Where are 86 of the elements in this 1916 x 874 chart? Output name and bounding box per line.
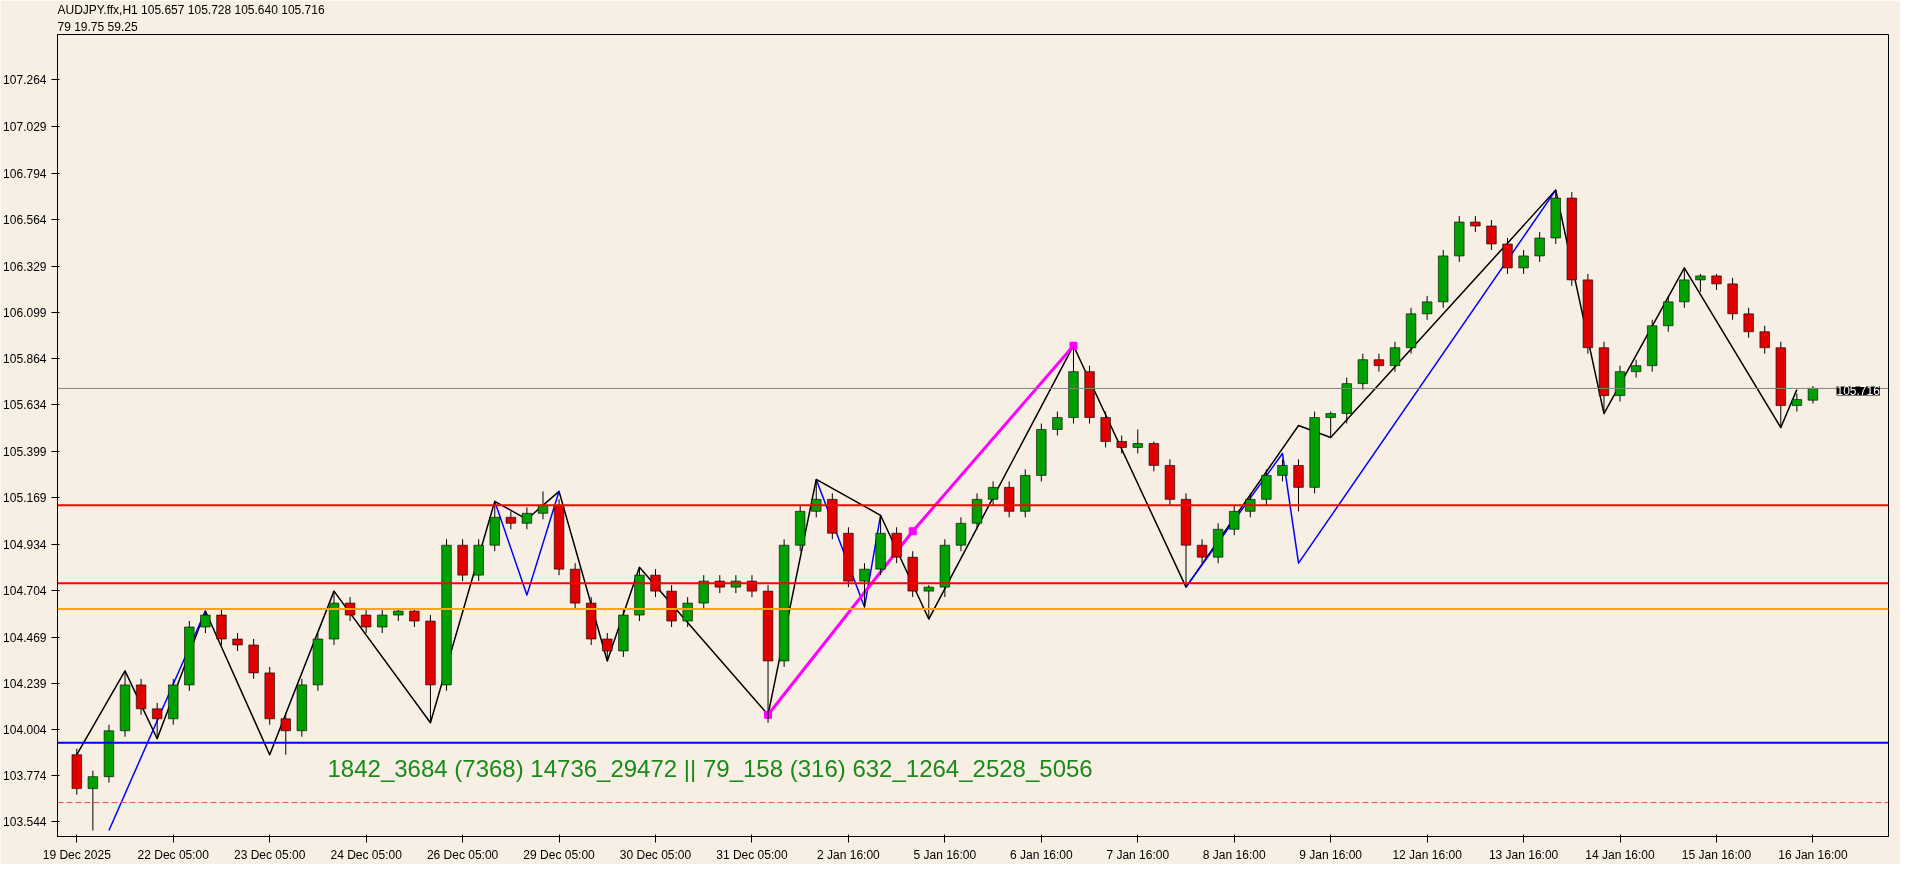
y-tick-label: 104.934 [3,537,47,552]
y-tick-label: 103.544 [3,815,47,830]
x-tick-label: 5 Jan 16:00 [913,847,977,862]
candlestick [1100,411,1111,448]
x-tick-label: 15 Jan 16:00 [1681,847,1752,862]
candlestick [1132,429,1143,454]
candlestick [1422,295,1433,321]
candlestick [216,608,227,646]
candlestick [1759,325,1770,355]
x-tick-label: 2 Jan 16:00 [817,847,881,862]
y-tick-label: 105.399 [3,445,47,460]
ref-line-label: 105.716 [1836,384,1881,399]
candlestick [1389,341,1401,373]
candlestick [361,608,372,634]
y-tick-label: 106.329 [3,259,47,274]
x-tick-label: 30 Dec 05:00 [619,847,692,862]
x-tick-label: 29 Dec 05:00 [523,847,596,862]
candlestick [971,492,983,530]
candlestick [1148,440,1159,472]
candlestick [955,516,967,552]
chart-subtitle: 79 19.75 59.25 [57,20,138,34]
candlestick [859,562,870,608]
x-tick-label: 6 Jan 16:00 [1009,847,1074,862]
y-tick-label: 105.864 [3,352,47,367]
y-tick-label: 106.099 [3,305,47,320]
candlestick [135,678,147,716]
x-tick-label: 12 Jan 16:00 [1392,847,1463,862]
y-tick-label: 107.264 [3,73,47,88]
candlestick [1052,411,1063,436]
candlestick [1743,307,1754,339]
candlestick [1357,353,1368,391]
y-tick-label: 106.794 [3,166,47,181]
x-tick-label: 7 Jan 16:00 [1106,847,1170,862]
candlestick [152,702,163,740]
candlestick [698,574,709,610]
candlestick [602,632,613,662]
y-tick-label: 107.029 [3,119,47,134]
x-tick-label: 13 Jan 16:00 [1488,847,1559,862]
point [908,527,917,536]
candlestick [1004,480,1015,518]
candlestick [1663,295,1674,333]
candlestick [1630,359,1642,379]
candlestick [987,480,999,506]
candlestick [1196,538,1208,564]
y-tick-label: 104.704 [3,583,47,598]
candlestick [1502,237,1513,275]
y-tick-label: 105.634 [3,398,47,413]
line-series [1185,189,1557,588]
candlestick [1373,353,1385,373]
candlestick [87,770,98,832]
x-tick-label: 9 Jan 16:00 [1299,847,1363,862]
candlestick [923,584,934,620]
x-tick-label: 26 Dec 05:00 [426,847,499,862]
y-tick-label: 104.469 [3,630,47,645]
candlestick [682,596,693,628]
candlestick [1486,219,1497,251]
x-tick-label: 14 Jan 16:00 [1585,847,1656,862]
candlestick [537,490,549,520]
candlestick [200,610,211,634]
candlestick [1325,411,1336,438]
candlestick [1518,249,1529,275]
candlestick [1534,231,1545,263]
x-tick-label: 8 Jan 16:00 [1202,847,1266,862]
candlestick [1229,504,1240,536]
point [1069,341,1078,350]
x-tick-label: 19 Dec 2025 [42,847,112,862]
x-tick-label: 31 Dec 05:00 [716,847,788,862]
x-tick-label: 24 Dec 05:00 [330,847,403,862]
candlestick [377,608,388,634]
candlestick [1614,365,1626,403]
x-tick-label: 16 Jan 16:00 [1778,847,1848,862]
annotation: 1842_3684 (7368) 14736_29472 || 79_158 (316) 632_1264_2528_5056 [327,754,1093,782]
chart-title: AUDJPY.ffx,H1 105.657 105.728 105.640 105.716 [57,3,325,17]
y-tick-label: 104.004 [3,723,47,738]
candlestick [891,526,902,564]
candlestick [1261,468,1272,506]
candlestick [1679,267,1690,309]
candlestick [1293,458,1304,512]
y-tick-label: 103.774 [3,769,47,784]
x-tick-label: 23 Dec 05:00 [234,847,306,862]
y-tick-label: 104.239 [3,676,47,691]
candlestick [1277,458,1288,482]
x-tick-label: 22 Dec 05:00 [137,847,210,862]
candlestick [521,506,533,530]
y-tick-label: 106.564 [3,212,47,227]
y-tick-label: 105.169 [3,491,47,506]
